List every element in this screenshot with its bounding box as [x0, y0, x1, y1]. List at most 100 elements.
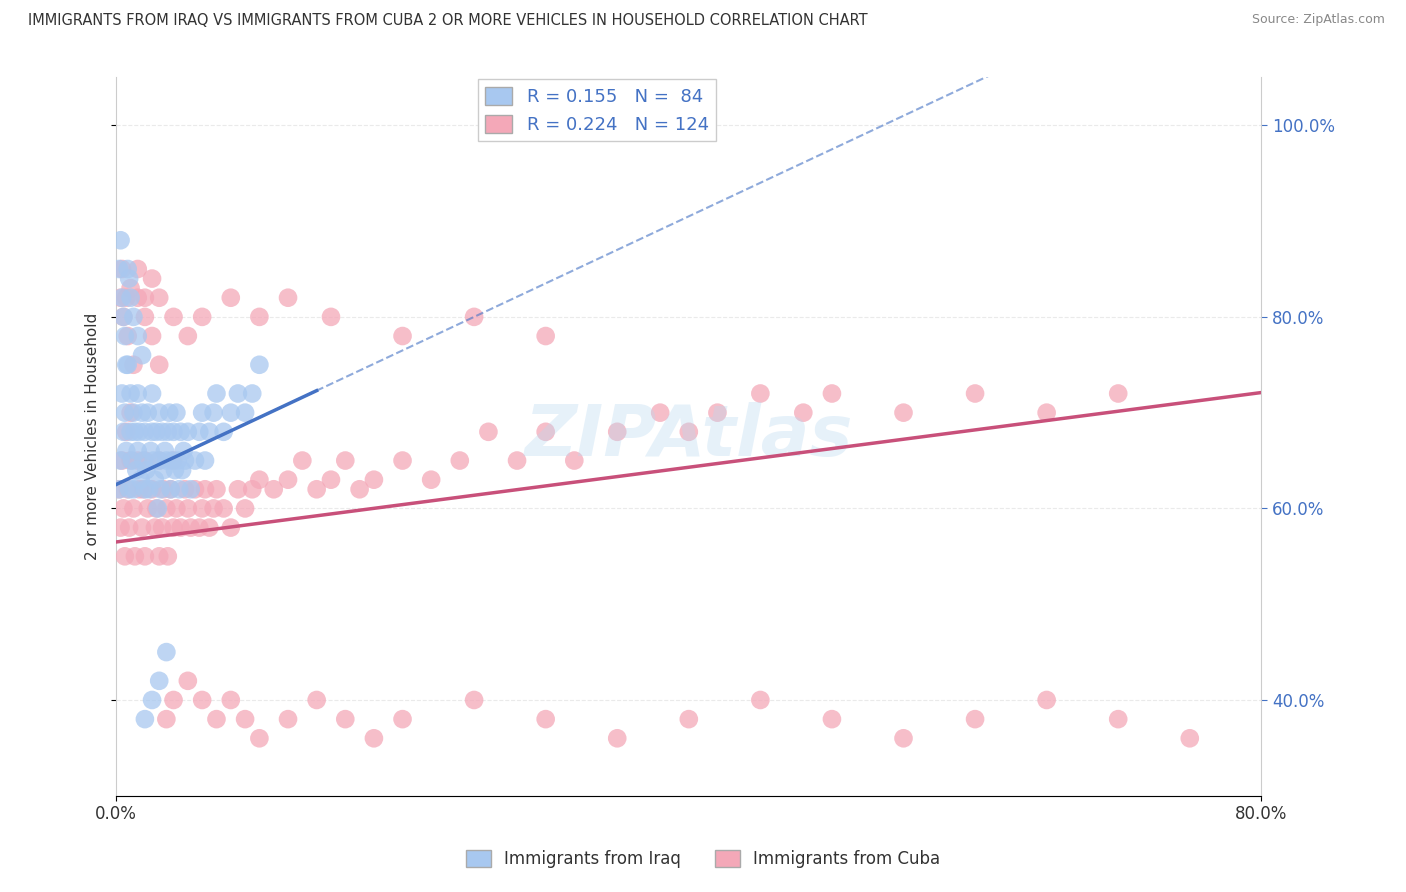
Point	[152, 483, 174, 497]
Point	[188, 425, 211, 439]
Point	[319, 310, 342, 324]
Point	[162, 693, 184, 707]
Point	[534, 425, 557, 439]
Point	[391, 453, 413, 467]
Point	[148, 453, 170, 467]
Point	[534, 329, 557, 343]
Point	[1178, 731, 1201, 746]
Point	[134, 453, 156, 467]
Point	[111, 453, 134, 467]
Point	[174, 453, 197, 467]
Point	[420, 473, 443, 487]
Point	[128, 483, 150, 497]
Point	[449, 453, 471, 467]
Point	[115, 358, 138, 372]
Point	[134, 425, 156, 439]
Point	[1035, 406, 1057, 420]
Point	[177, 329, 200, 343]
Point	[129, 473, 152, 487]
Point	[173, 444, 195, 458]
Point	[114, 329, 136, 343]
Point	[141, 483, 163, 497]
Point	[155, 712, 177, 726]
Point	[335, 453, 357, 467]
Point	[141, 271, 163, 285]
Point	[155, 645, 177, 659]
Point	[159, 483, 181, 497]
Point	[162, 453, 184, 467]
Point	[606, 731, 628, 746]
Point	[155, 453, 177, 467]
Point	[127, 386, 149, 401]
Point	[202, 501, 225, 516]
Point	[120, 386, 142, 401]
Point	[122, 358, 145, 372]
Point	[155, 501, 177, 516]
Point	[117, 262, 139, 277]
Point	[127, 291, 149, 305]
Point	[110, 291, 132, 305]
Point	[115, 291, 138, 305]
Point	[150, 425, 173, 439]
Point	[821, 712, 844, 726]
Point	[166, 453, 188, 467]
Point	[749, 693, 772, 707]
Point	[191, 501, 214, 516]
Point	[191, 406, 214, 420]
Point	[122, 483, 145, 497]
Point	[749, 386, 772, 401]
Point	[110, 233, 132, 247]
Point	[177, 673, 200, 688]
Point	[141, 693, 163, 707]
Point	[128, 425, 150, 439]
Point	[188, 520, 211, 534]
Point	[477, 425, 499, 439]
Point	[180, 483, 202, 497]
Point	[148, 358, 170, 372]
Point	[174, 483, 197, 497]
Point	[162, 425, 184, 439]
Point	[112, 310, 135, 324]
Point	[131, 520, 153, 534]
Point	[233, 712, 256, 726]
Point	[162, 310, 184, 324]
Point	[277, 291, 299, 305]
Point	[167, 483, 190, 497]
Point	[159, 483, 181, 497]
Point	[893, 406, 915, 420]
Point	[212, 425, 235, 439]
Point	[219, 291, 242, 305]
Point	[136, 501, 159, 516]
Point	[247, 473, 270, 487]
Point	[305, 483, 328, 497]
Point	[1107, 712, 1129, 726]
Point	[506, 453, 529, 467]
Point	[143, 520, 166, 534]
Point	[678, 712, 700, 726]
Point	[117, 329, 139, 343]
Point	[115, 425, 138, 439]
Point	[108, 483, 131, 497]
Point	[142, 453, 165, 467]
Point	[132, 453, 155, 467]
Point	[650, 406, 672, 420]
Point	[305, 693, 328, 707]
Point	[184, 483, 207, 497]
Point	[118, 483, 141, 497]
Point	[163, 463, 186, 477]
Point	[148, 453, 170, 467]
Point	[170, 425, 193, 439]
Point	[134, 291, 156, 305]
Point	[226, 483, 249, 497]
Point	[108, 262, 131, 277]
Point	[198, 425, 221, 439]
Point	[111, 386, 134, 401]
Point	[112, 501, 135, 516]
Point	[205, 712, 228, 726]
Point	[131, 348, 153, 362]
Point	[162, 520, 184, 534]
Point	[219, 406, 242, 420]
Point	[706, 406, 728, 420]
Point	[124, 425, 146, 439]
Point	[240, 483, 263, 497]
